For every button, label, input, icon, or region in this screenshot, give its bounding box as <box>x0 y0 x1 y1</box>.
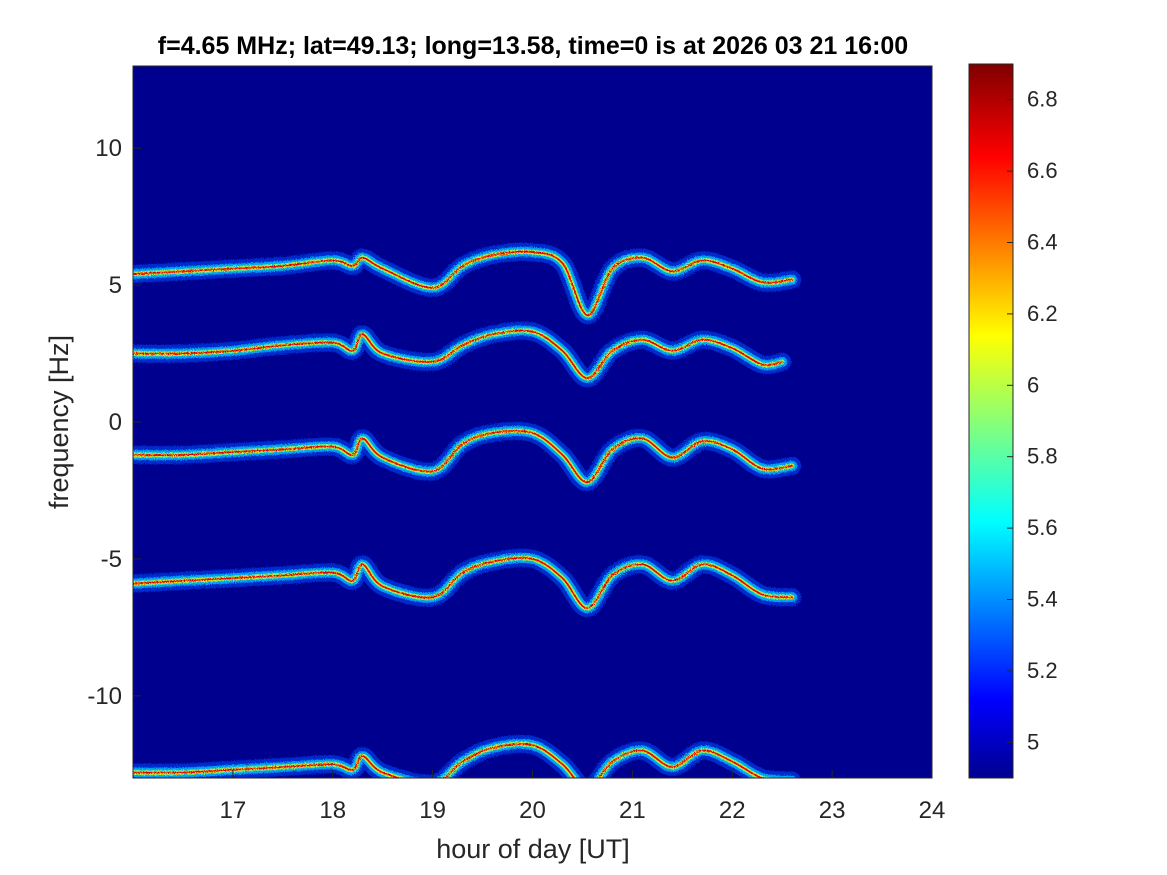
trace-ridge <box>133 430 793 483</box>
trace-ridge <box>133 329 783 379</box>
colorbar-tick-label: 6.8 <box>1027 87 1058 112</box>
colorbar-tick-label: 6.6 <box>1027 158 1058 183</box>
y-axis-label: frequency [Hz] <box>44 335 74 509</box>
y-axis: 10 5 0 -5 -10 <box>87 135 141 710</box>
colorbar-tick-label: 6 <box>1027 372 1039 397</box>
colorbar-tick-label: 6.4 <box>1027 230 1058 255</box>
x-tick-label: 23 <box>819 797 846 824</box>
y-tick-label: 0 <box>109 409 122 436</box>
y-tick-label: -10 <box>87 683 122 710</box>
y-tick-label: 10 <box>95 135 122 162</box>
x-tick-label: 17 <box>220 797 247 824</box>
y-tick-label: 5 <box>109 272 122 299</box>
x-axis-label: hour of day [UT] <box>436 834 630 864</box>
trace-ridge <box>133 557 793 610</box>
x-tick-label: 18 <box>319 797 346 824</box>
colorbar-tick-label: 5.6 <box>1027 515 1058 540</box>
colorbar-tick-label: 6.2 <box>1027 301 1058 326</box>
trace-ridge <box>133 743 766 778</box>
x-tick-label: 22 <box>719 797 746 824</box>
trace-ridge <box>133 250 793 316</box>
chart-title: f=4.65 MHz; lat=49.13; long=13.58, time=… <box>158 32 908 60</box>
x-axis: 17 18 19 20 21 22 23 24 <box>220 770 946 824</box>
plot-background <box>133 66 932 778</box>
spectral-traces <box>133 242 802 778</box>
colorbar-ticks: 6.8 6.6 6.4 6.2 6 5.8 5.6 5.4 5.2 5 <box>1007 87 1058 754</box>
colorbar <box>968 63 1014 779</box>
x-tick-label: 20 <box>519 797 546 824</box>
colorbar-tick-label: 5.8 <box>1027 444 1058 469</box>
y-tick-label: -5 <box>101 546 122 573</box>
colorbar-tick-label: 5 <box>1027 729 1039 754</box>
x-tick-label: 24 <box>919 797 946 824</box>
x-tick-label: 19 <box>419 797 446 824</box>
colorbar-tick-label: 5.4 <box>1027 587 1058 612</box>
colorbar-tick-label: 5.2 <box>1027 658 1058 683</box>
x-tick-label: 21 <box>619 797 646 824</box>
